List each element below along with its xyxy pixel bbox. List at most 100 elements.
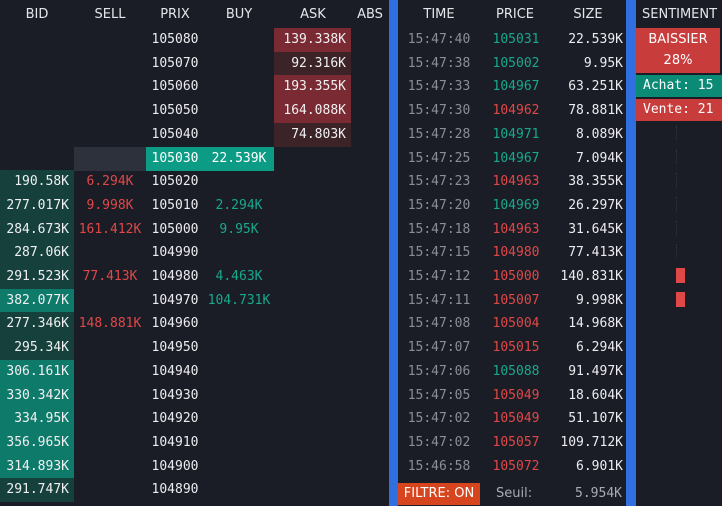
bid-cell[interactable] [0,147,74,171]
ladder-row[interactable]: 190.58K 6.294K 105020 [0,170,389,195]
trade-time: 15:47:05 [407,387,471,403]
bid-cell[interactable]: 287.06K [0,241,74,266]
ask-cell[interactable] [274,431,351,455]
ask-cell[interactable] [274,384,351,408]
tape-row: 15:47:05 105049 18.604K [398,384,626,408]
bid-cell[interactable] [0,52,74,76]
ladder-row[interactable]: 105070 92.316K [0,51,389,76]
ask-cell[interactable]: 164.088K [274,99,351,124]
price-level[interactable]: 104890 [151,482,199,498]
ladder-row[interactable]: 287.06K 104990 [0,241,389,266]
ask-cell[interactable] [274,360,351,384]
price-level[interactable]: 105000 [151,221,199,237]
ask-cell[interactable] [274,147,351,171]
bid-cell[interactable]: 306.161K [0,359,74,384]
trade-time: 15:47:15 [407,245,471,261]
ladder-row[interactable]: 105040 74.803K [0,122,389,147]
ladder-row[interactable]: 277.346K 148.881K 104960 [0,312,389,337]
ladder-row[interactable]: 105080 139.338K [0,28,389,52]
price-level[interactable]: 104950 [151,340,199,356]
price-level[interactable]: 105060 [151,79,199,95]
buy-cell [204,360,274,384]
ladder-row[interactable]: 291.523K 77.413K 104980 4.463K [0,265,389,289]
bid-cell[interactable]: 330.342K [0,383,74,408]
trade-size: 7.094K [576,150,623,166]
ask-cell[interactable] [274,312,351,336]
bid-cell[interactable]: 291.747K [0,478,74,503]
ladder-row[interactable]: 295.34K 104950 [0,336,389,361]
buy-cell [204,407,274,431]
threshold-value[interactable]: 5.954K [575,486,622,501]
bid-cell[interactable]: 334.95K [0,407,74,432]
bid-cell[interactable] [0,75,74,99]
tape-row: 15:47:28 104971 8.089K [398,123,626,147]
ladder-row[interactable]: 105050 164.088K [0,99,389,124]
price-level[interactable]: 105020 [151,174,199,190]
ask-cell[interactable] [274,407,351,431]
ladder-row[interactable]: 356.965K 104910 [0,430,389,455]
bid-cell[interactable]: 295.34K [0,336,74,361]
price-level[interactable]: 104930 [151,387,199,403]
ask-cell[interactable] [274,336,351,360]
ask-cell[interactable]: 92.316K [274,51,351,76]
ladder-row[interactable]: 306.161K 104940 [0,359,389,384]
buy-cell [204,478,274,502]
price-level[interactable]: 104990 [151,245,199,261]
ladder-row[interactable]: 382.077K 104970 104.731K [0,288,389,313]
bid-cell[interactable]: 356.965K [0,430,74,455]
bid-cell[interactable]: 291.523K [0,265,74,289]
ask-cell[interactable]: 139.338K [274,28,351,52]
bid-cell[interactable] [0,123,74,147]
ladder-row[interactable]: 330.342K 104930 [0,383,389,408]
ask-cell[interactable] [274,455,351,479]
bid-cell[interactable]: 314.893K [0,454,74,479]
filter-toggle-button[interactable]: FILTRE: ON [398,483,480,505]
tape-footer: FILTRE: ON Seuil: 5.954K [398,482,626,506]
sell-cell [74,478,146,502]
sell-cell: 148.881K [78,316,142,332]
bid-cell[interactable]: 277.017K [0,193,74,218]
ladder-row[interactable]: 314.893K 104900 [0,454,389,479]
trade-size: 31.645K [568,221,623,237]
ask-cell[interactable]: 74.803K [274,122,351,147]
ask-cell[interactable] [274,241,351,265]
buy-cell [204,241,274,265]
ask-cell[interactable] [274,170,351,194]
ladder-row[interactable]: 105060 193.355K [0,75,389,100]
ladder-row[interactable]: 284.673K 161.412K 105000 9.95K [0,217,389,242]
bid-cell[interactable] [0,28,74,52]
ask-cell[interactable] [274,289,351,313]
ask-cell[interactable] [274,218,351,242]
bid-cell[interactable]: 382.077K [0,288,74,313]
price-level[interactable]: 104940 [151,363,199,379]
price-level[interactable]: 105080 [151,32,199,47]
ladder-row[interactable]: 291.747K 104890 [0,478,389,503]
sentiment-state-box: BAISSIER 28% [636,28,722,73]
bid-cell[interactable] [0,99,74,123]
price-level[interactable]: 104970 [151,292,199,308]
bid-cell[interactable]: 284.673K [0,217,74,242]
price-level[interactable]: 104900 [151,458,199,474]
ladder-row[interactable]: 105030 22.539K [0,146,389,171]
ladder-row[interactable]: 277.017K 9.998K 105010 2.294K [0,193,389,218]
ask-cell[interactable]: 193.355K [274,75,351,100]
price-level[interactable]: 104920 [151,411,199,427]
price-level[interactable]: 104980 [151,269,199,284]
panel-separator-left [389,0,398,506]
ask-cell[interactable] [274,265,351,289]
price-level[interactable]: 105040 [151,126,199,142]
trade-size: 77.413K [568,245,623,261]
price-level[interactable]: 105010 [151,197,199,213]
price-level[interactable]: 105070 [151,55,199,71]
bid-cell[interactable]: 190.58K [0,170,74,195]
price-level[interactable]: 104910 [151,434,199,450]
current-price-level[interactable]: 105030 [146,146,204,171]
trade-size: 26.297K [568,197,623,213]
price-level[interactable]: 104960 [151,316,199,332]
price-level[interactable]: 105050 [151,103,199,119]
bid-cell[interactable]: 277.346K [0,312,74,337]
ask-cell[interactable] [274,478,351,502]
time-and-sales-tape: 15:47:40 105031 22.539K 15:47:38 105002 9.95K… [398,28,626,506]
ask-cell[interactable] [274,194,351,218]
ladder-row[interactable]: 334.95K 104920 [0,407,389,432]
